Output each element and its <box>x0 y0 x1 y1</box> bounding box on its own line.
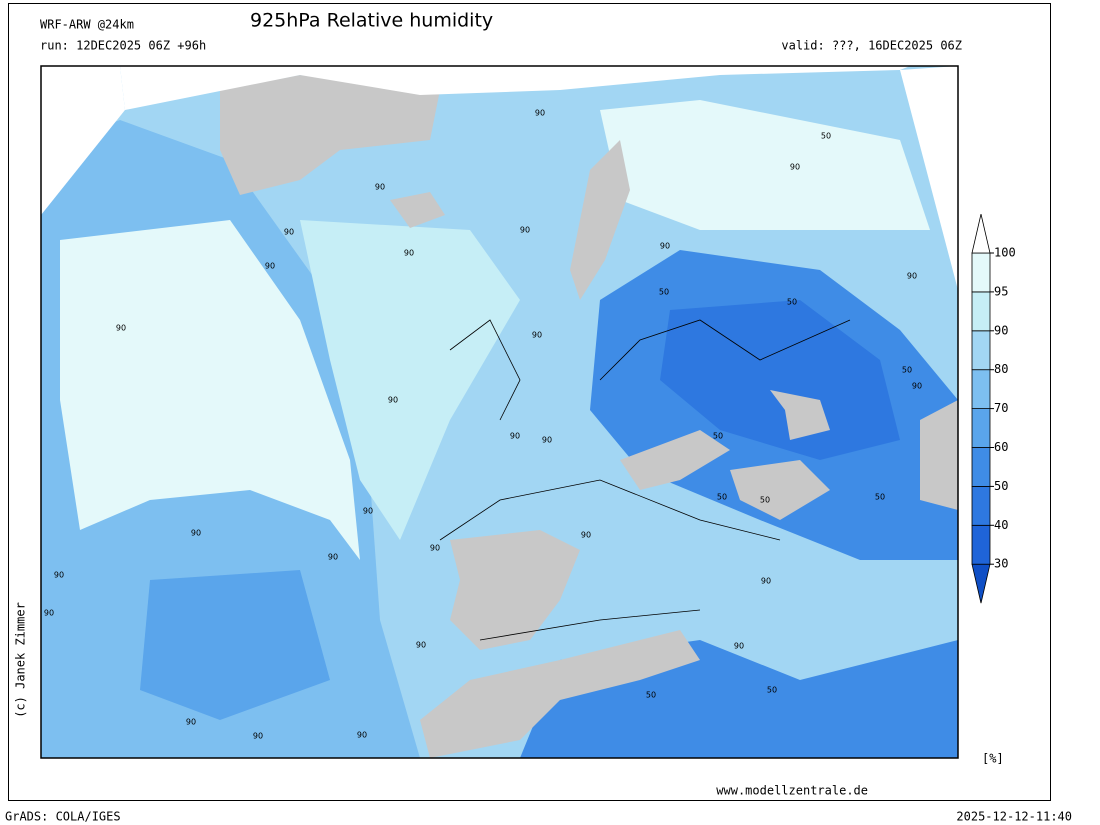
contour-label: 90 <box>191 529 201 538</box>
land-carpathians <box>770 390 830 440</box>
map-border <box>40 65 959 759</box>
contour-label: 90 <box>532 331 542 340</box>
contour-label: 90 <box>907 272 917 281</box>
contour-label: 90 <box>404 249 414 258</box>
model-label: WRF-ARW @24km <box>40 18 134 32</box>
no-data <box>41 66 125 215</box>
colorbar-label: 30 <box>994 557 1008 571</box>
title: 925hPa Relative humidity <box>250 10 493 32</box>
colorbar-label: 100 <box>994 246 1016 260</box>
colorbar-segment <box>971 524 991 565</box>
no-data <box>120 66 910 110</box>
colorbar-segment <box>971 330 991 371</box>
grads-label: GrADS: COLA/IGES <box>5 810 121 824</box>
contour-label: 90 <box>912 382 922 391</box>
contour-label: 90 <box>253 732 263 741</box>
website: www.modellzentrale.de <box>716 784 868 798</box>
contour-label: 90 <box>520 226 530 235</box>
contour-label: 90 <box>581 531 591 540</box>
humidity-field <box>300 220 520 540</box>
colorbar-segment <box>971 252 991 293</box>
contour-label: 50 <box>787 298 797 307</box>
contour-label: 90 <box>535 109 545 118</box>
contour-label: 90 <box>363 507 373 516</box>
land-greenland <box>220 75 440 195</box>
copyright: (c) Janek Zimmer <box>14 602 28 718</box>
land-iceland <box>390 192 445 228</box>
contour-label: 90 <box>44 609 54 618</box>
contour-label: 90 <box>375 183 385 192</box>
contour-label: 90 <box>416 641 426 650</box>
contour-label: 90 <box>116 324 126 333</box>
contour-label: 90 <box>265 262 275 271</box>
colorbar-segment <box>971 214 991 254</box>
contour-label: 90 <box>542 436 552 445</box>
humidity-field <box>600 100 930 230</box>
contour-label: 50 <box>902 366 912 375</box>
contour-label: 90 <box>761 577 771 586</box>
contour-label: 90 <box>54 571 64 580</box>
contour-label: 90 <box>790 163 800 172</box>
colorbar-segment <box>971 369 991 410</box>
colorbar-segment <box>971 447 991 487</box>
contour-label: 50 <box>713 432 723 441</box>
colorbar: 30 40 50 60 70 80 90 95 100 <box>971 214 1016 604</box>
colorbar-segment <box>971 485 991 526</box>
contour-label: 90 <box>284 228 294 237</box>
colorbar-label: 70 <box>994 401 1008 415</box>
contour-label: 50 <box>760 496 770 505</box>
land-anatolia <box>920 400 958 510</box>
contour-label: 90 <box>388 396 398 405</box>
colorbar-label: 80 <box>994 362 1008 376</box>
contour-label: 50 <box>821 132 831 141</box>
contour-label: 90 <box>357 731 367 740</box>
colorbar-segment <box>971 408 991 448</box>
contour-label: 50 <box>875 493 885 502</box>
contour-label: 90 <box>510 432 520 441</box>
colorbar-segment <box>971 291 991 332</box>
unit-label: [%] <box>982 752 1004 766</box>
contour-label: 50 <box>717 493 727 502</box>
land-north-africa <box>420 630 700 758</box>
land-balkans <box>730 460 830 520</box>
contour-label: 90 <box>328 553 338 562</box>
no-data <box>900 66 958 290</box>
colorbar-label: 60 <box>994 440 1008 454</box>
humidity-field <box>140 570 330 720</box>
colorbar-label: 90 <box>994 323 1008 337</box>
colorbar-label: 40 <box>994 518 1008 532</box>
contour-label: 90 <box>734 642 744 651</box>
contour-label: 50 <box>659 288 669 297</box>
contour-label: 90 <box>430 544 440 553</box>
humidity-field <box>660 300 900 460</box>
contour-label: 50 <box>767 686 777 695</box>
colorbar-label: 95 <box>994 284 1008 298</box>
land-iberia <box>450 530 580 650</box>
timestamp: 2025-12-12-11:40 <box>956 810 1072 824</box>
colorbar-label: 50 <box>994 479 1008 493</box>
coastline <box>439 319 851 641</box>
land-scandinavia <box>570 140 630 300</box>
valid-label: valid: ???, 16DEC2025 06Z <box>781 39 962 53</box>
run-label: run: 12DEC2025 06Z +96h <box>40 39 206 53</box>
contour-label: 50 <box>646 691 656 700</box>
contour-label: 90 <box>186 718 196 727</box>
humidity-field <box>60 220 360 560</box>
land-alps <box>620 430 730 490</box>
contour-label: 90 <box>660 242 670 251</box>
